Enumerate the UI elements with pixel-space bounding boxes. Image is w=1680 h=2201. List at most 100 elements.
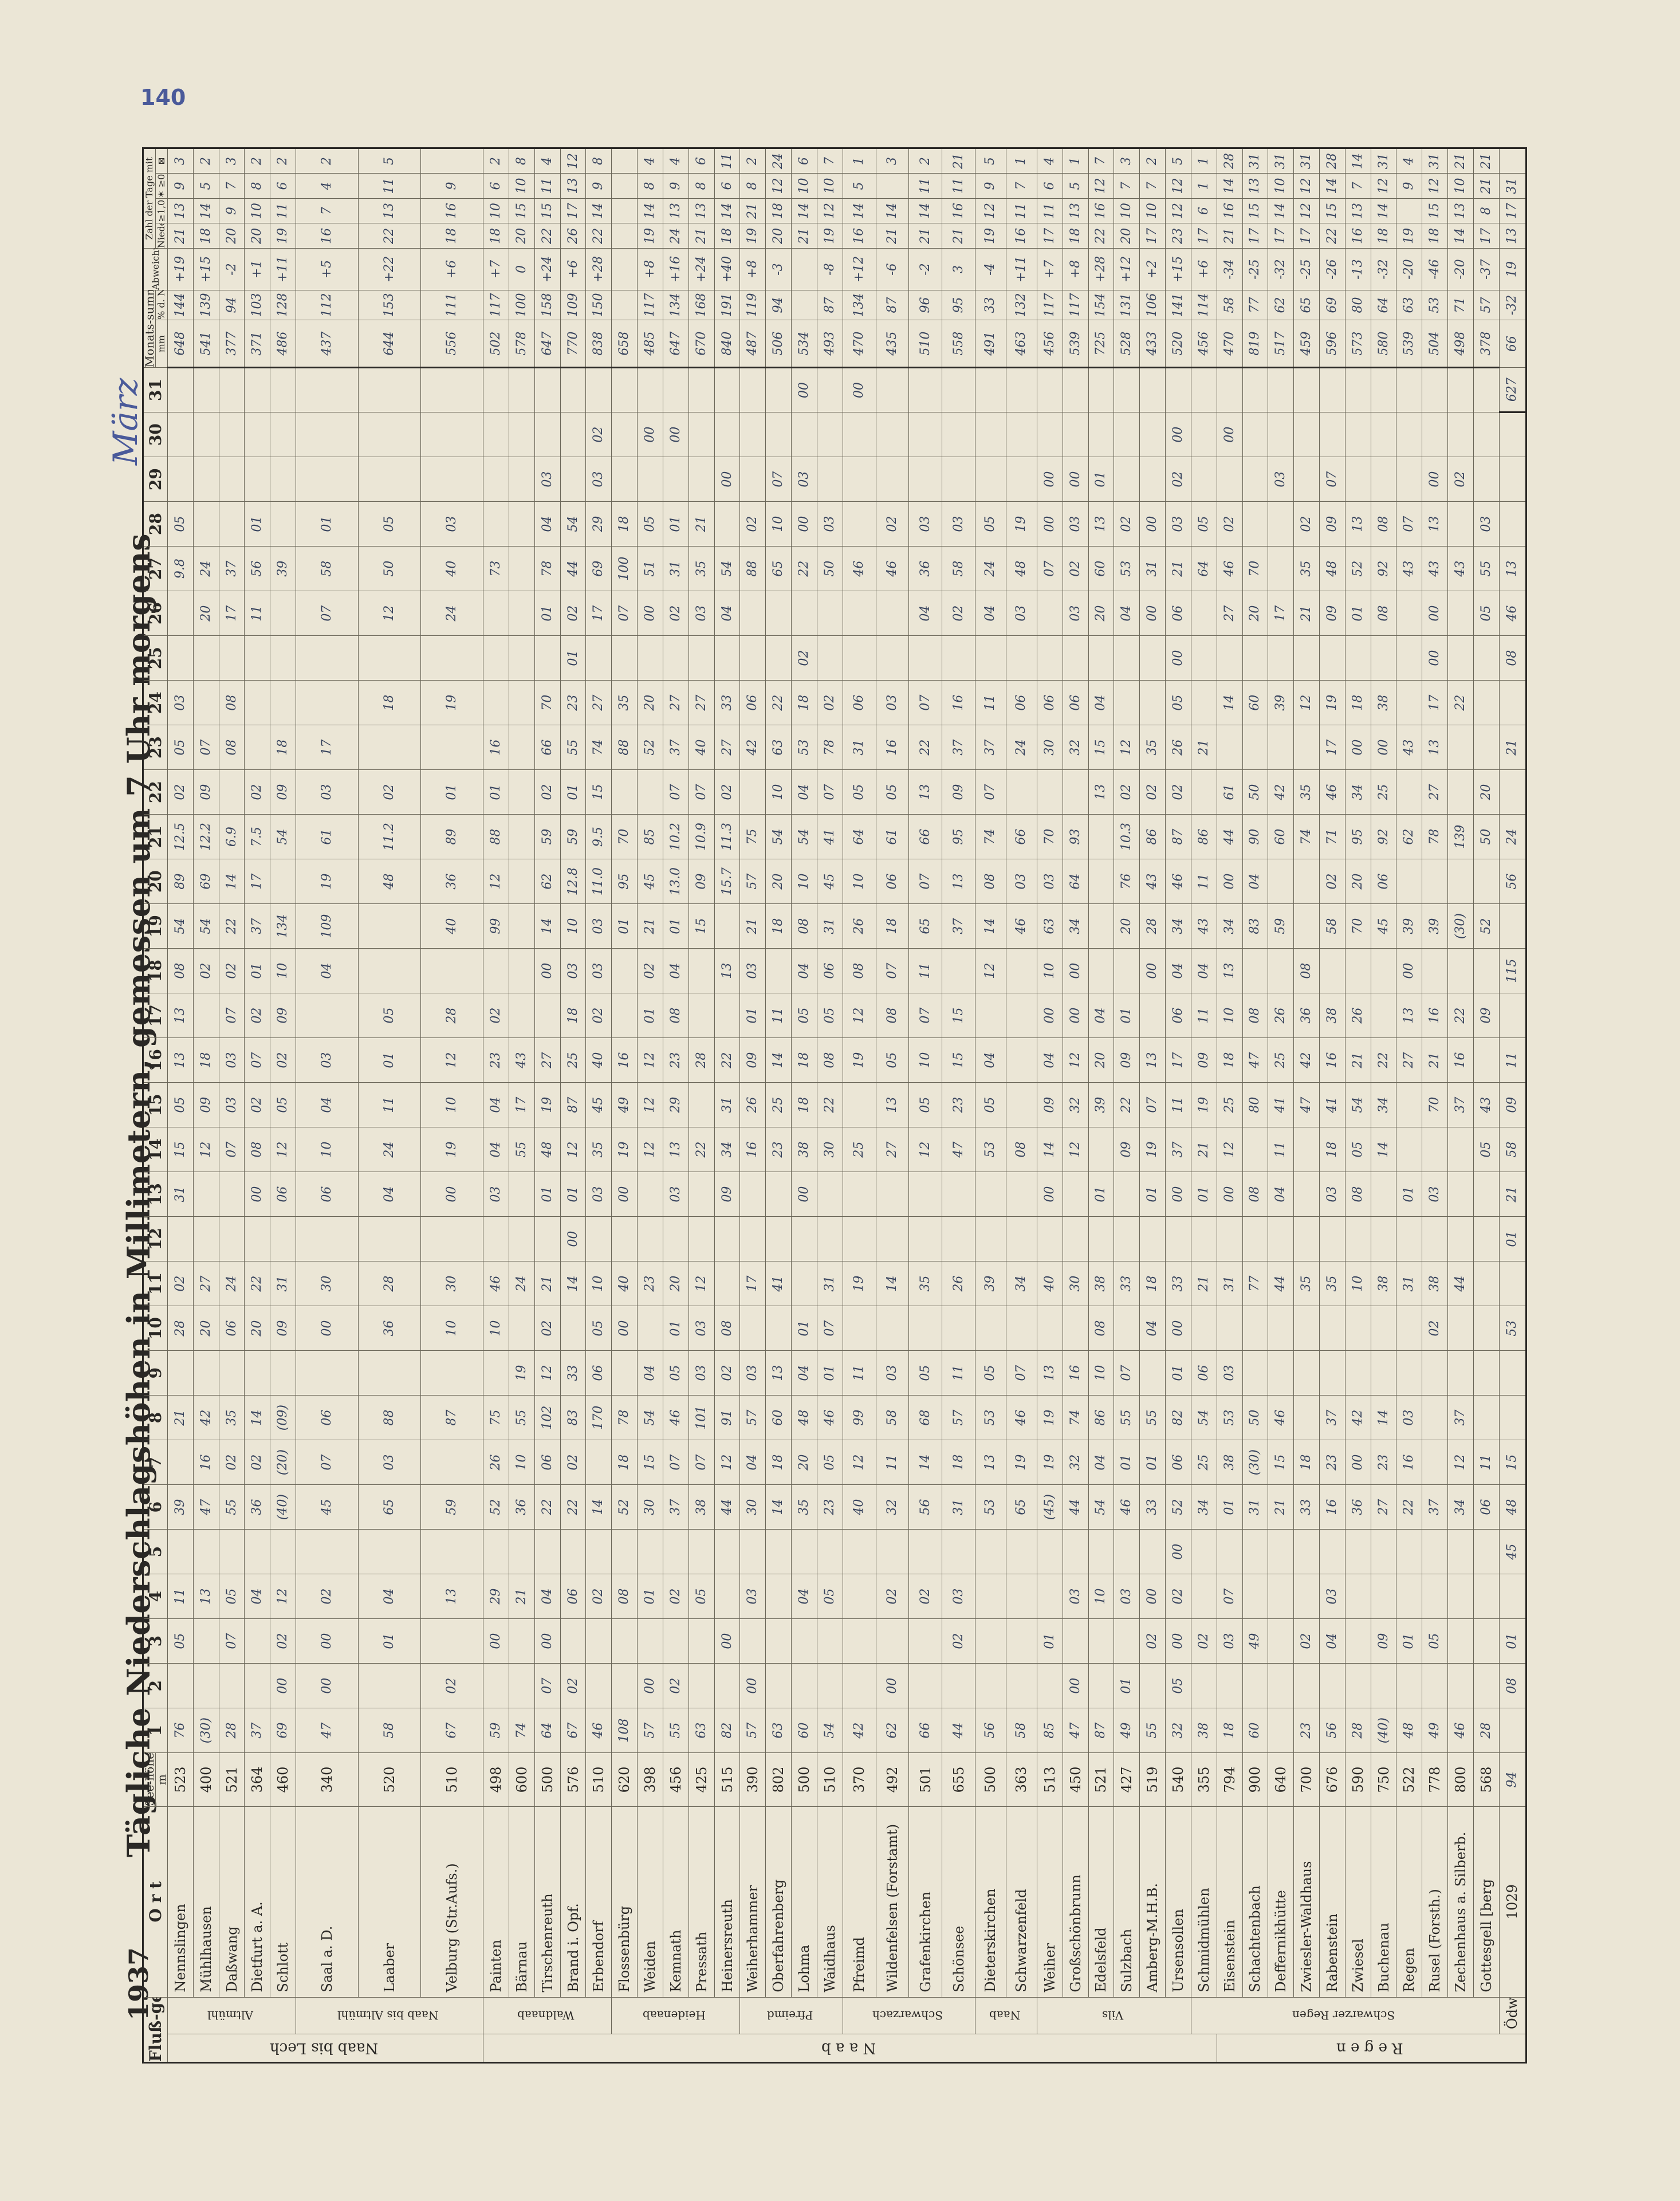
station-elevation: 364 [244, 1752, 270, 1807]
summary-value: 12 [1293, 173, 1320, 199]
daily-value: 19 [296, 859, 359, 904]
day-header: 28 [143, 501, 168, 547]
daily-value: 35 [1293, 546, 1320, 591]
station-name: Wildenfelsen (Forstamt) [876, 1806, 909, 1998]
daily-value: 22 [1447, 993, 1474, 1038]
abweichung-header: Abweichung v. d. Norm. [143, 248, 168, 290]
daily-value [1242, 457, 1268, 502]
summary-value: 10 [483, 198, 509, 223]
summary-value: 4 [534, 148, 561, 174]
daily-value: 37 [219, 546, 245, 591]
daily-value: 25 [1371, 769, 1396, 815]
daily-value [1396, 1216, 1422, 1261]
daily-value: 38 [1371, 1261, 1396, 1306]
daily-value: 32 [876, 1484, 909, 1530]
summary-value: 1 [1191, 173, 1217, 199]
daily-value [1114, 948, 1140, 993]
daily-value: 56 [1319, 1708, 1345, 1753]
daily-value [942, 635, 975, 681]
daily-value: 00 [1139, 591, 1166, 636]
daily-value: 94 [1499, 1752, 1526, 1807]
daily-value [817, 1529, 843, 1574]
daily-value [167, 635, 194, 681]
daily-value: 00 [296, 1306, 359, 1351]
daily-value [1447, 367, 1474, 412]
daily-value: 54 [1345, 1082, 1371, 1127]
station-elevation: 519 [1139, 1752, 1166, 1807]
daily-value: 27 [1217, 591, 1242, 636]
daily-value: 67 [560, 1708, 586, 1753]
daily-value: 24 [358, 1127, 421, 1172]
daily-value: 03 [219, 1037, 245, 1083]
daily-value: 07 [1114, 1350, 1140, 1396]
summary-value: 100 [509, 290, 535, 320]
daily-value [1037, 1574, 1063, 1619]
daily-value [1473, 367, 1500, 412]
summary-value: 117 [1063, 290, 1089, 320]
daily-value [1006, 367, 1037, 412]
daily-value [1293, 1306, 1320, 1351]
summary-value: 71 [1447, 290, 1474, 320]
daily-value: 14 [765, 1037, 792, 1083]
daily-value [791, 412, 817, 457]
daily-value [688, 457, 715, 502]
daily-value: 01 [637, 993, 663, 1038]
station-name: Zwiesler-Waldhaus [1293, 1806, 1320, 1998]
daily-value: 05 [1165, 680, 1191, 725]
summary-value: 2 [483, 148, 509, 174]
summary-value [611, 148, 638, 174]
daily-value [663, 635, 689, 681]
daily-value: 12 [1217, 1127, 1242, 1172]
daily-value: 38 [1422, 1261, 1448, 1306]
daily-value: 32 [1063, 1440, 1089, 1485]
daily-value: 18 [791, 680, 817, 725]
daily-value: 05 [1473, 591, 1500, 636]
daily-value: 11 [876, 1440, 909, 1485]
daily-value [1396, 412, 1422, 457]
summary-value: 2 [908, 148, 942, 174]
daily-value: 23 [942, 1082, 975, 1127]
daily-value: 99 [483, 903, 509, 949]
daily-value: 02 [560, 1440, 586, 1485]
summary-value: +24 [534, 248, 561, 290]
daily-value: 10 [765, 769, 792, 815]
daily-value: 55 [1473, 546, 1500, 591]
daily-value [908, 1618, 942, 1664]
daily-value: 02 [270, 1618, 296, 1664]
station-elevation: 522 [1396, 1752, 1422, 1807]
daily-value: 37 [1165, 1127, 1191, 1172]
summary-value: 14 [1371, 198, 1396, 223]
daily-value: 19 [1037, 1395, 1063, 1440]
monatssumme-pct: % d. Norm. [155, 290, 168, 320]
summary-value: 8 [637, 173, 663, 199]
daily-value: 85 [1037, 1708, 1063, 1753]
daily-value [611, 457, 638, 502]
daily-value: 26 [843, 903, 876, 949]
summary-value: 66 [1499, 320, 1526, 368]
daily-value: 05 [876, 1037, 909, 1083]
subbasin-label: Pfreimd [739, 1997, 843, 2034]
daily-value [1088, 635, 1114, 681]
daily-value [296, 1216, 359, 1261]
station-elevation: 398 [637, 1752, 663, 1807]
daily-value [1268, 1708, 1294, 1753]
basin-label: R e g e n [1217, 2034, 1526, 2063]
daily-value [942, 1529, 975, 1574]
station-name: Buchenau [1371, 1806, 1396, 1998]
daily-value [585, 1663, 612, 1708]
daily-value: 26 [1345, 993, 1371, 1038]
summary-value: 11 [358, 173, 421, 199]
daily-value: 18 [765, 1440, 792, 1485]
summary-value: 119 [739, 290, 766, 320]
daily-value [1139, 1216, 1166, 1261]
daily-value: 12 [270, 1127, 296, 1172]
daily-value: 12 [483, 859, 509, 904]
daily-value: 03 [167, 680, 194, 725]
daily-value [739, 1216, 766, 1261]
daily-value [1371, 1350, 1396, 1396]
daily-value: 13 [908, 769, 942, 815]
daily-value [843, 635, 876, 681]
summary-value: 819 [1242, 320, 1268, 368]
station-name: Zwiesel [1345, 1806, 1371, 1998]
daily-value: 18 [791, 1082, 817, 1127]
